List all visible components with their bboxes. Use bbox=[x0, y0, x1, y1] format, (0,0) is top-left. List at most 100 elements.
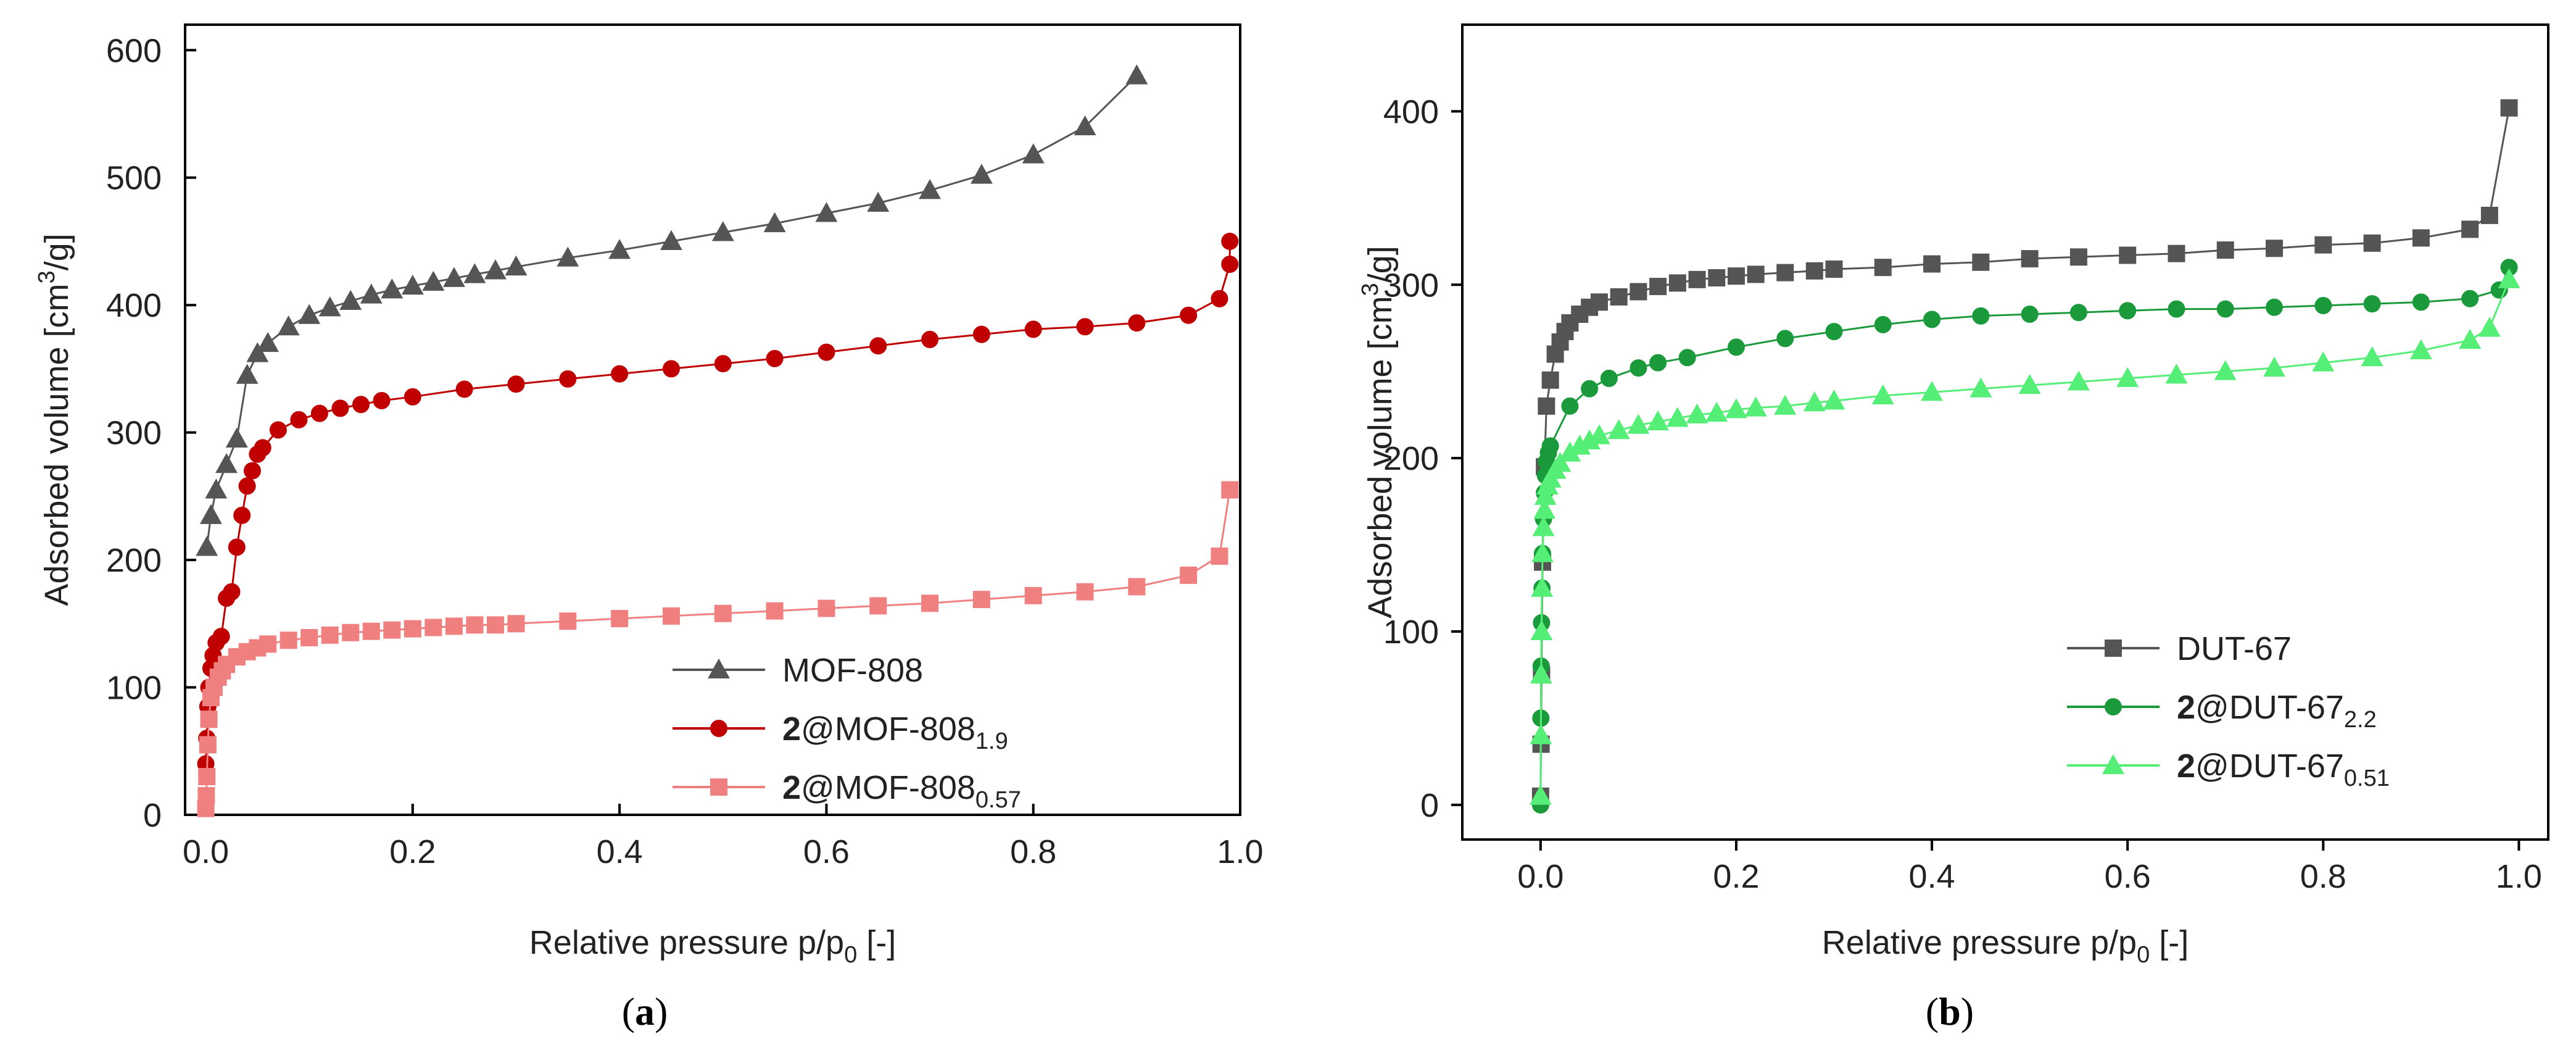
data-point-a-0 bbox=[463, 263, 486, 283]
data-point-a-0 bbox=[660, 230, 682, 250]
data-point-a-2 bbox=[198, 768, 216, 786]
data-point-a-0 bbox=[1074, 115, 1096, 136]
data-point-a-0 bbox=[557, 246, 579, 267]
data-point-a-0 bbox=[318, 296, 341, 317]
data-point-a-0 bbox=[257, 331, 280, 352]
x-axis-title-a: Relative pressure p/p0 [-] bbox=[529, 924, 896, 968]
data-point-b-1 bbox=[1649, 354, 1667, 372]
data-point-b-2 bbox=[1530, 663, 1552, 684]
data-point-b-0 bbox=[1649, 278, 1667, 296]
data-point-a-2 bbox=[1128, 578, 1146, 596]
y-axis-title-a: Adsorbed volume [cm3/g] bbox=[34, 233, 75, 606]
data-point-b-2 bbox=[2409, 339, 2432, 359]
data-point-a-2 bbox=[766, 602, 784, 620]
data-point-b-1 bbox=[1923, 311, 1941, 328]
data-point-a-2 bbox=[559, 612, 577, 630]
y-axis-title-b: Adsorbed volume [cm3/g] bbox=[1357, 246, 1399, 618]
data-point-a-2 bbox=[445, 617, 463, 635]
series-b-2 bbox=[1529, 268, 2520, 805]
data-point-a-2 bbox=[921, 594, 939, 612]
data-point-b-2 bbox=[1666, 407, 1689, 427]
data-point-b-2 bbox=[2214, 360, 2237, 380]
data-point-b-1 bbox=[2363, 295, 2381, 313]
data-point-b-2 bbox=[2263, 356, 2285, 377]
data-point-b-0 bbox=[1805, 262, 1823, 280]
data-point-a-2 bbox=[611, 610, 629, 628]
legend-label-a-2: 2@MOF-8080.57 bbox=[782, 769, 1021, 813]
x-tick-label-b: 0.0 bbox=[1517, 858, 1563, 895]
data-point-a-1 bbox=[254, 439, 271, 457]
data-point-b-2 bbox=[2165, 364, 2188, 384]
data-point-a-2 bbox=[869, 597, 887, 615]
data-point-b-1 bbox=[2168, 300, 2185, 318]
y-tick-label-a: 600 bbox=[106, 32, 162, 69]
data-point-b-2 bbox=[2312, 351, 2335, 372]
data-point-b-1 bbox=[1630, 359, 1647, 377]
data-point-a-2 bbox=[300, 629, 318, 647]
data-point-b-0 bbox=[2021, 250, 2039, 268]
data-point-a-2 bbox=[362, 622, 380, 640]
series-line-a-1 bbox=[205, 241, 1231, 764]
data-point-b-0 bbox=[2069, 248, 2087, 266]
data-point-b-1 bbox=[1581, 380, 1599, 398]
y-tick-label-a: 500 bbox=[106, 160, 162, 197]
data-point-b-1 bbox=[1825, 323, 1843, 341]
data-point-a-2 bbox=[1024, 586, 1042, 604]
y-tick-label-b: 100 bbox=[1383, 614, 1439, 651]
data-point-b-2 bbox=[1607, 419, 1630, 440]
legend-marker-b-2 bbox=[2102, 754, 2124, 774]
panel-a: 0.0 0.2 0.4 0.6 0.8 1.0 0 100 200 300 400 500 600 Rel… bbox=[34, 23, 1264, 1033]
data-point-a-0 bbox=[381, 278, 404, 299]
data-point-a-2 bbox=[1221, 481, 1239, 499]
data-point-a-1 bbox=[1076, 318, 1094, 336]
data-point-b-2 bbox=[1531, 577, 1554, 597]
data-point-a-1 bbox=[352, 396, 370, 414]
x-tick-label-b: 0.6 bbox=[2105, 858, 2151, 895]
data-point-a-1 bbox=[404, 388, 421, 406]
data-point-a-2 bbox=[818, 599, 835, 617]
data-point-b-0 bbox=[1708, 269, 1726, 287]
data-point-b-0 bbox=[1541, 371, 1559, 389]
plot-frame-a bbox=[184, 23, 1241, 816]
series-a-1 bbox=[197, 232, 1239, 773]
data-point-a-1 bbox=[228, 538, 246, 556]
data-point-b-1 bbox=[1541, 437, 1559, 455]
data-point-b-1 bbox=[2266, 298, 2284, 316]
data-point-a-1 bbox=[766, 349, 784, 367]
data-point-b-0 bbox=[2500, 99, 2518, 117]
data-point-a-0 bbox=[1022, 143, 1045, 164]
data-point-b-1 bbox=[2119, 302, 2137, 320]
data-point-a-1 bbox=[243, 462, 261, 480]
data-point-a-1 bbox=[1221, 232, 1239, 250]
x-tick-label-a: 0.6 bbox=[803, 833, 850, 870]
data-point-a-0 bbox=[360, 283, 383, 304]
data-point-a-0 bbox=[298, 304, 321, 324]
data-point-b-2 bbox=[1533, 499, 1556, 519]
panel-b: 0.0 0.2 0.4 0.6 0.8 1.0 0 100 200 300 400 Relative … bbox=[1357, 23, 2549, 1033]
data-point-a-1 bbox=[972, 325, 990, 343]
series-a-2 bbox=[197, 481, 1239, 817]
data-point-a-0 bbox=[484, 259, 507, 280]
panel-label-a: (a) bbox=[622, 990, 668, 1033]
data-point-a-0 bbox=[225, 427, 248, 448]
legend-a: MOF-808 2@MOF-8081.9 2@MOF-8080.57 bbox=[673, 652, 1021, 813]
data-point-a-2 bbox=[383, 621, 401, 639]
data-point-b-2 bbox=[1588, 424, 1610, 444]
data-point-a-0 bbox=[442, 267, 465, 287]
data-point-a-2 bbox=[197, 787, 215, 805]
data-point-b-2 bbox=[2478, 317, 2501, 337]
data-point-b-0 bbox=[1825, 260, 1843, 278]
data-point-a-1 bbox=[455, 380, 473, 398]
data-point-b-2 bbox=[1534, 485, 1557, 505]
x-tick-label-a: 0.4 bbox=[597, 833, 643, 870]
data-point-a-1 bbox=[290, 411, 308, 428]
legend-marker-a-1 bbox=[710, 720, 727, 737]
y-tick-label-a: 400 bbox=[106, 287, 162, 324]
data-point-b-2 bbox=[1549, 452, 1572, 472]
data-point-b-0 bbox=[2461, 220, 2479, 238]
data-point-a-1 bbox=[869, 337, 887, 355]
data-point-a-1 bbox=[331, 399, 349, 417]
y-tick-label-a: 200 bbox=[106, 542, 162, 579]
legend-b: DUT-67 2@DUT-672.2 2@DUT-670.51 bbox=[2067, 630, 2390, 791]
data-point-a-2 bbox=[466, 616, 484, 634]
